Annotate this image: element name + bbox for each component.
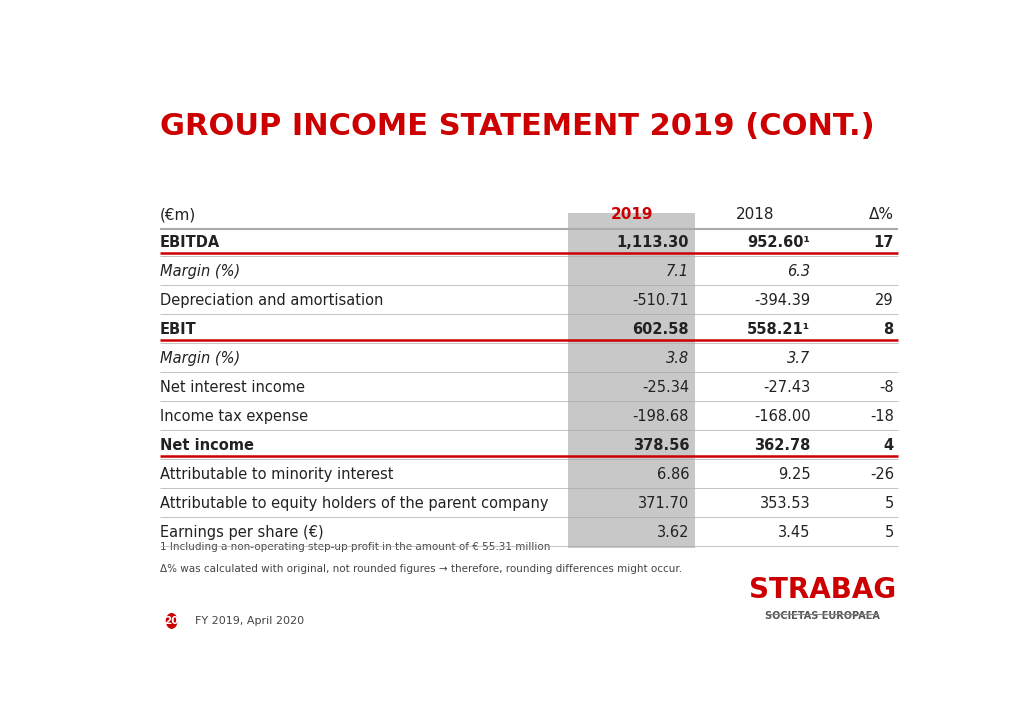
Text: -168.00: -168.00	[754, 409, 811, 424]
Text: -198.68: -198.68	[633, 409, 689, 424]
Text: 1,113.30: 1,113.30	[616, 235, 689, 250]
Text: -394.39: -394.39	[755, 293, 811, 308]
Text: 7.1: 7.1	[666, 264, 689, 279]
Text: 353.53: 353.53	[760, 496, 811, 511]
Text: -8: -8	[880, 380, 894, 395]
Text: STRABAG: STRABAG	[749, 576, 896, 605]
Text: 2018: 2018	[735, 207, 774, 222]
Text: 952.60¹: 952.60¹	[748, 235, 811, 250]
Text: 5: 5	[885, 525, 894, 540]
Text: EBIT: EBIT	[160, 322, 197, 337]
Text: -25.34: -25.34	[642, 380, 689, 395]
Text: 1 Including a non-operating step-up profit in the amount of € 55.31 million: 1 Including a non-operating step-up prof…	[160, 542, 550, 552]
Text: Δ% was calculated with original, not rounded figures → therefore, rounding diffe: Δ% was calculated with original, not rou…	[160, 563, 682, 573]
Text: -510.71: -510.71	[633, 293, 689, 308]
Text: -18: -18	[870, 409, 894, 424]
Text: Net interest income: Net interest income	[160, 380, 305, 395]
Text: Margin (%): Margin (%)	[160, 264, 240, 279]
Text: Depreciation and amortisation: Depreciation and amortisation	[160, 293, 383, 308]
Text: 378.56: 378.56	[633, 438, 689, 452]
Text: 5: 5	[885, 496, 894, 511]
Text: (€m): (€m)	[160, 207, 196, 222]
Text: 3.7: 3.7	[787, 351, 811, 366]
Text: 20: 20	[165, 616, 179, 626]
Text: Δ%: Δ%	[868, 207, 894, 222]
Text: Net income: Net income	[160, 438, 254, 452]
Text: GROUP INCOME STATEMENT 2019 (CONT.): GROUP INCOME STATEMENT 2019 (CONT.)	[160, 112, 874, 141]
Text: SOCIETAS EUROPAEA: SOCIETAS EUROPAEA	[765, 611, 880, 621]
Text: 9.25: 9.25	[778, 467, 811, 481]
Text: 3.8: 3.8	[666, 351, 689, 366]
Text: Income tax expense: Income tax expense	[160, 409, 308, 424]
Text: 3.62: 3.62	[656, 525, 689, 540]
Text: Attributable to minority interest: Attributable to minority interest	[160, 467, 393, 481]
Text: -27.43: -27.43	[763, 380, 811, 395]
Text: -26: -26	[869, 467, 894, 481]
Text: 3.45: 3.45	[778, 525, 811, 540]
Text: 362.78: 362.78	[754, 438, 811, 452]
Text: Attributable to equity holders of the parent company: Attributable to equity holders of the pa…	[160, 496, 548, 511]
Text: 8: 8	[884, 322, 894, 337]
Text: FY 2019, April 2020: FY 2019, April 2020	[196, 616, 304, 626]
Bar	[568, 213, 695, 548]
Text: 6.3: 6.3	[787, 264, 811, 279]
Text: 29: 29	[876, 293, 894, 308]
Text: Earnings per share (€): Earnings per share (€)	[160, 525, 324, 540]
Text: 371.70: 371.70	[638, 496, 689, 511]
Text: 17: 17	[873, 235, 894, 250]
Text: EBITDA: EBITDA	[160, 235, 220, 250]
Text: 6.86: 6.86	[656, 467, 689, 481]
Text: 4: 4	[884, 438, 894, 452]
Text: 558.21¹: 558.21¹	[748, 322, 811, 337]
Ellipse shape	[167, 614, 177, 628]
Text: 2019: 2019	[610, 207, 653, 222]
Text: 602.58: 602.58	[633, 322, 689, 337]
Text: Margin (%): Margin (%)	[160, 351, 240, 366]
